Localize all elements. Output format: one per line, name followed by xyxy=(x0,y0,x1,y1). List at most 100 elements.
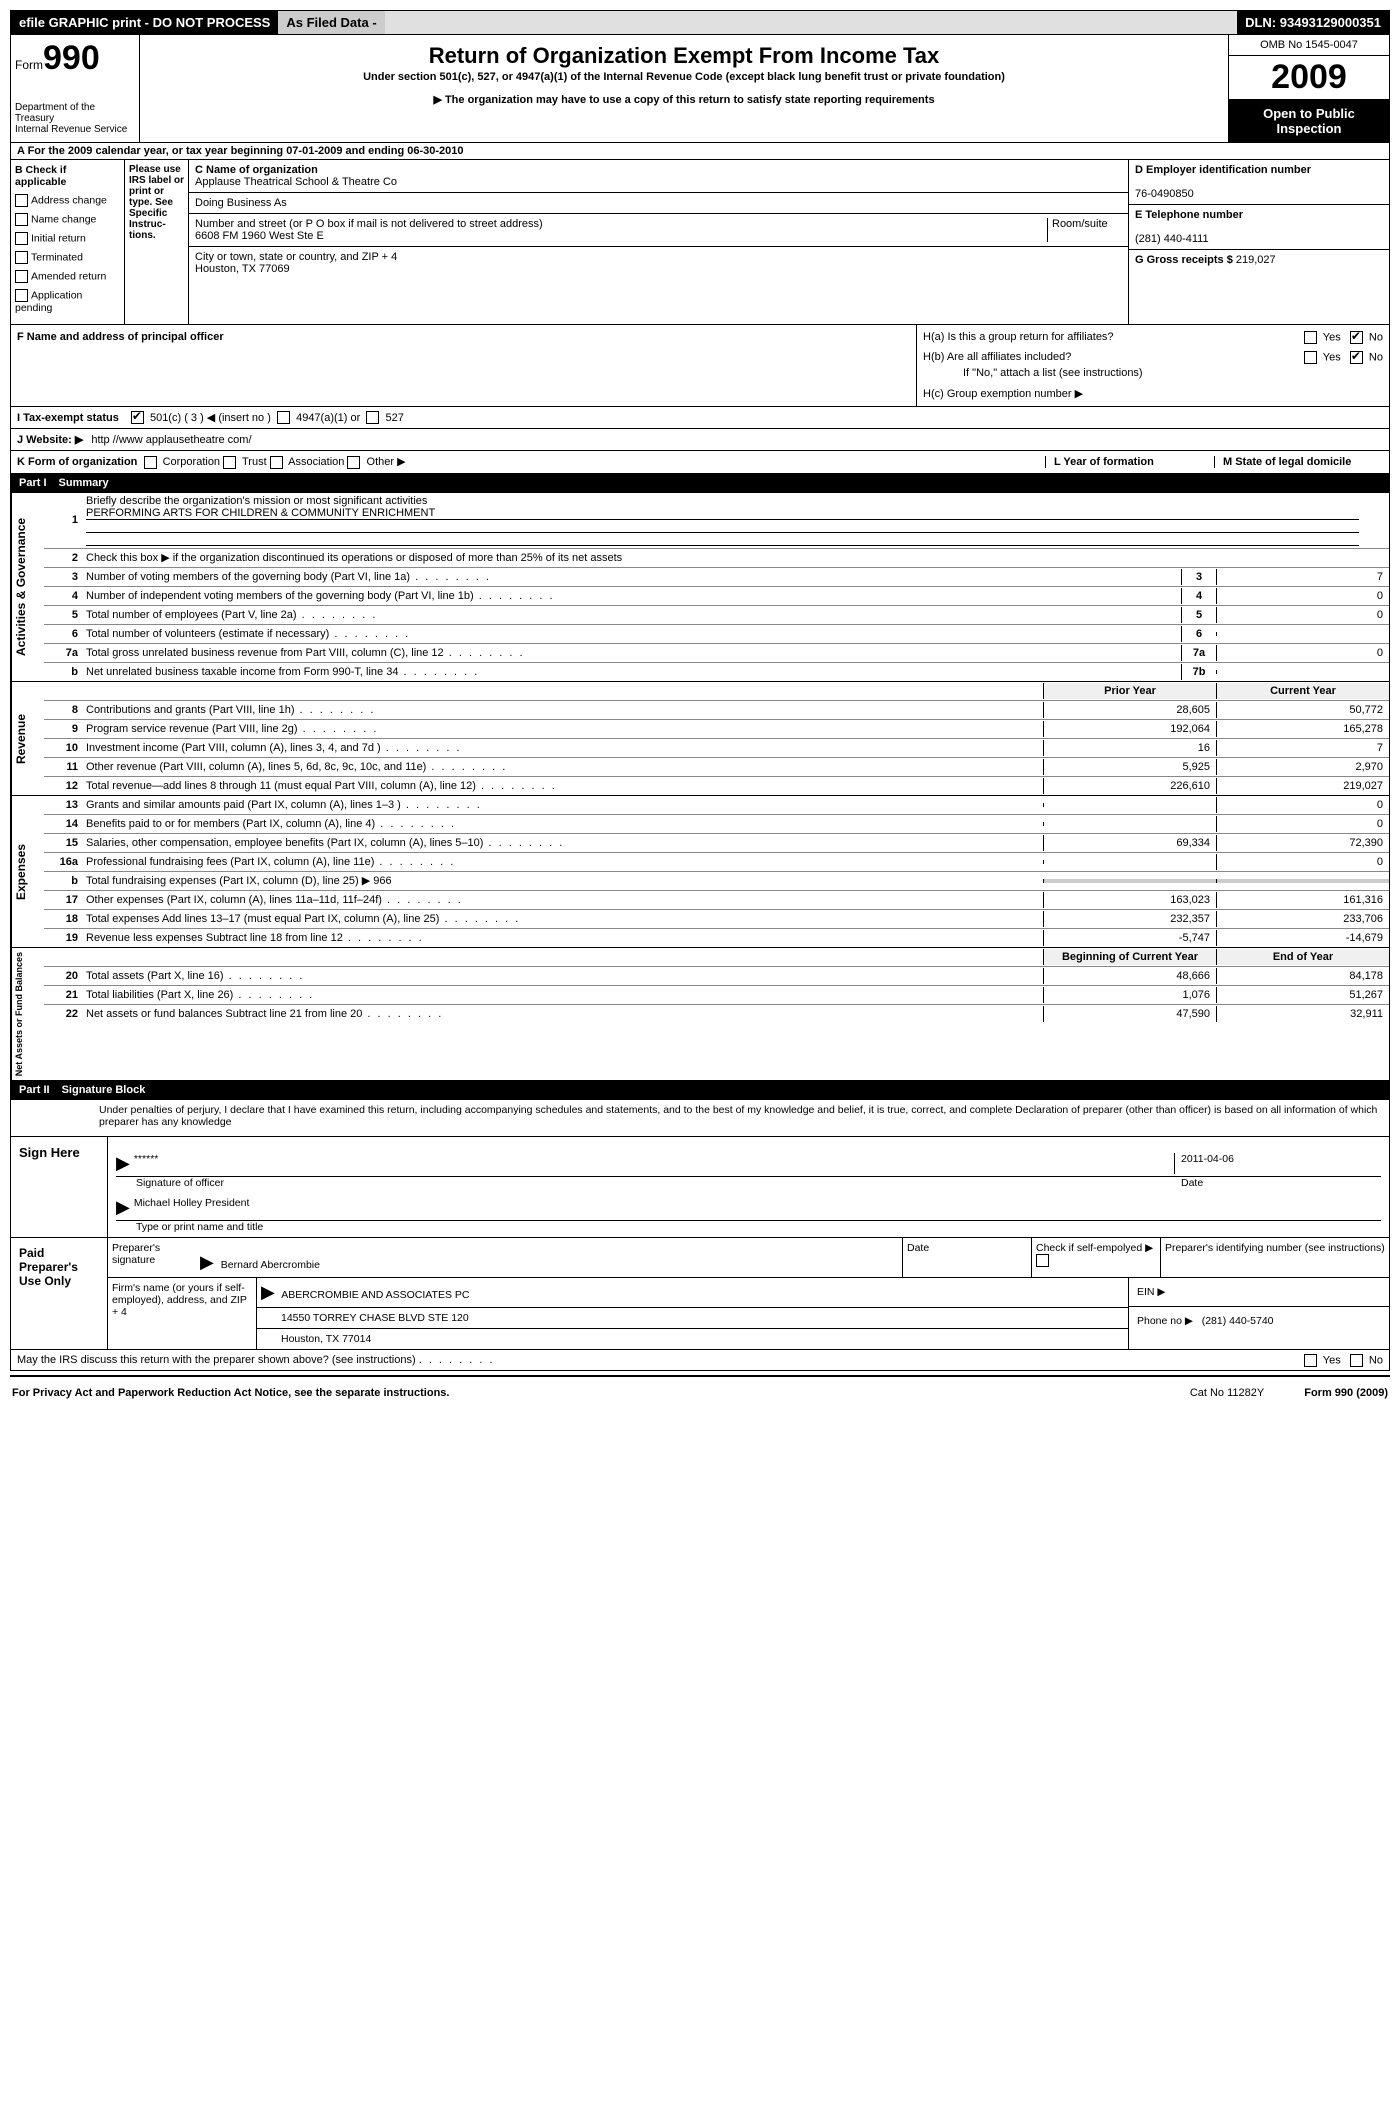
city-label: City or town, state or country, and ZIP … xyxy=(195,251,397,263)
hb-label: H(b) Are all affiliates included? xyxy=(923,351,1071,363)
check-terminated[interactable]: Terminated xyxy=(15,251,120,264)
expense-row: bTotal fundraising expenses (Part IX, co… xyxy=(44,871,1389,890)
i-label: I Tax-exempt status xyxy=(17,412,119,424)
c-label: C Name of organization xyxy=(195,164,318,176)
exp-vlabel: Expenses xyxy=(11,796,44,947)
check-name[interactable]: Name change xyxy=(15,213,120,226)
e-label: E Telephone number xyxy=(1135,209,1243,221)
net-vlabel: Net Assets or Fund Balances xyxy=(11,948,44,1080)
expense-row: 14Benefits paid to or for members (Part … xyxy=(44,814,1389,833)
dba-label: Doing Business As xyxy=(195,197,287,209)
form-number: 990 xyxy=(43,39,100,77)
form-title: Return of Organization Exempt From Incom… xyxy=(146,43,1222,69)
part2-header: Part II Signature Block xyxy=(10,1081,1390,1100)
netassets-section: Net Assets or Fund Balances Beginning of… xyxy=(10,948,1390,1081)
addr-label: Number and street (or P O box if mail is… xyxy=(195,218,543,230)
form-id-col: Form990 Department of the Treasury Inter… xyxy=(11,35,140,142)
expenses-section: Expenses 13Grants and similar amounts pa… xyxy=(10,796,1390,948)
revenue-row: 9Program service revenue (Part VIII, lin… xyxy=(44,719,1389,738)
paid-preparer-label: Paid Preparer's Use Only xyxy=(11,1238,108,1349)
please-label: Please use IRS label or print or type. S… xyxy=(125,160,189,324)
g-label: G Gross receipts $ xyxy=(1135,254,1233,266)
ha-label: H(a) Is this a group return for affiliat… xyxy=(923,331,1114,343)
k-label: K Form of organization xyxy=(17,456,137,468)
revenue-row: 11Other revenue (Part VIII, column (A), … xyxy=(44,757,1389,776)
signature-redacted: ****** xyxy=(134,1153,1174,1174)
org-address: 6608 FM 1960 West Ste E xyxy=(195,230,324,242)
revenue-section: Revenue Prior YearCurrent Year 8Contribu… xyxy=(10,682,1390,796)
expense-row: 16aProfessional fundraising fees (Part I… xyxy=(44,852,1389,871)
firm-address: 14550 TORREY CHASE BLVD STE 120 xyxy=(257,1308,1128,1329)
room-label: Room/suite xyxy=(1047,218,1122,242)
check-column: B Check if applicable Address change Nam… xyxy=(11,160,125,324)
firm-city: Houston, TX 77014 xyxy=(257,1329,1128,1349)
check-amended[interactable]: Amended return xyxy=(15,270,120,283)
org-name: Applause Theatrical School & Theatre Co xyxy=(195,176,397,188)
check-527[interactable] xyxy=(366,411,379,424)
dept-label: Department of the Treasury Internal Reve… xyxy=(15,102,135,135)
cat-no: Cat No 11282Y xyxy=(1190,1387,1264,1399)
section-b: B Check if applicable Address change Nam… xyxy=(10,160,1390,325)
efile-label: efile GRAPHIC print - DO NOT PROCESS xyxy=(11,11,278,34)
top-bar: efile GRAPHIC print - DO NOT PROCESS As … xyxy=(10,10,1390,34)
expense-row: 19Revenue less expenses Subtract line 18… xyxy=(44,928,1389,947)
check-address[interactable]: Address change xyxy=(15,194,120,207)
form-ref: Form 990 (2009) xyxy=(1304,1387,1388,1399)
expense-row: 18Total expenses Add lines 13–17 (must e… xyxy=(44,909,1389,928)
h-section: H(a) Is this a group return for affiliat… xyxy=(917,325,1389,406)
l-label: L Year of formation xyxy=(1054,456,1154,468)
netassets-row: 22Net assets or fund balances Subtract l… xyxy=(44,1004,1389,1023)
revenue-row: 8Contributions and grants (Part VIII, li… xyxy=(44,700,1389,719)
omb-number: OMB No 1545-0047 xyxy=(1229,35,1389,56)
subtitle-2: ▶ The organization may have to use a cop… xyxy=(146,93,1222,106)
part1-header: Part I Summary xyxy=(10,474,1390,493)
expense-row: 17Other expenses (Part IX, column (A), l… xyxy=(44,890,1389,909)
netassets-row: 21Total liabilities (Part X, line 26)1,0… xyxy=(44,985,1389,1004)
firm-name: ABERCROMBIE AND ASSOCIATES PC xyxy=(281,1289,469,1301)
revenue-row: 10Investment income (Part VIII, column (… xyxy=(44,738,1389,757)
phone-value: (281) 440-4111 xyxy=(1135,233,1209,245)
org-column: C Name of organization Applause Theatric… xyxy=(189,160,1129,324)
j-label: J Website: ▶ xyxy=(17,433,83,446)
sign-date: 2011-04-06 xyxy=(1174,1153,1381,1174)
governance-section: Activities & Governance 1 Briefly descri… xyxy=(10,493,1390,682)
check-initial[interactable]: Initial return xyxy=(15,232,120,245)
row-j: J Website: ▶ http //www applausetheatre … xyxy=(10,429,1390,451)
gross-receipts: 219,027 xyxy=(1236,254,1276,266)
header-frame: Form990 Department of the Treasury Inter… xyxy=(10,34,1390,143)
row-i: I Tax-exempt status 501(c) ( 3 ) ◀ (inse… xyxy=(10,407,1390,429)
subtitle-1: Under section 501(c), 527, or 4947(a)(1)… xyxy=(146,71,1222,83)
netassets-row: 20Total assets (Part X, line 16)48,66684… xyxy=(44,966,1389,985)
id-column: D Employer identification number 76-0490… xyxy=(1129,160,1389,324)
asfiled-label: As Filed Data - xyxy=(278,11,384,34)
revenue-row: 12Total revenue—add lines 8 through 11 (… xyxy=(44,776,1389,795)
check-pending[interactable]: Application pending xyxy=(15,289,120,314)
officer-name: Michael Holley President xyxy=(134,1197,250,1218)
sign-here-label: Sign Here xyxy=(11,1137,108,1237)
gov-vlabel: Activities & Governance xyxy=(11,493,44,681)
form-label: Form xyxy=(15,58,43,72)
row-f: F Name and address of principal officer … xyxy=(10,325,1390,407)
hc-label: H(c) Group exemption number ▶ xyxy=(923,387,1383,400)
org-city: Houston, TX 77069 xyxy=(195,263,290,275)
m-label: M State of legal domicile xyxy=(1223,456,1351,468)
inspection-label: Open to Public Inspection xyxy=(1229,100,1389,142)
expense-row: 13Grants and similar amounts paid (Part … xyxy=(44,796,1389,814)
f-label: F Name and address of principal officer xyxy=(11,325,917,406)
ein-value: 76-0490850 xyxy=(1135,188,1194,200)
check-501c[interactable] xyxy=(131,411,144,424)
preparer-name: Bernard Abercrombie xyxy=(221,1259,320,1271)
preparer-phone: (281) 440-5740 xyxy=(1202,1315,1274,1327)
tax-year: 2009 xyxy=(1229,56,1389,100)
dln: DLN: 93493129000351 xyxy=(1237,11,1389,34)
row-a: A For the 2009 calendar year, or tax yea… xyxy=(10,143,1390,160)
hb-note: If "No," attach a list (see instructions… xyxy=(923,367,1383,379)
check-4947[interactable] xyxy=(277,411,290,424)
rev-vlabel: Revenue xyxy=(11,682,44,795)
d-label: D Employer identification number xyxy=(1135,164,1311,176)
privacy-notice: For Privacy Act and Paperwork Reduction … xyxy=(12,1387,449,1399)
row-k: K Form of organization Corporation Trust… xyxy=(10,451,1390,474)
check-b-title: B Check if applicable xyxy=(15,164,66,188)
expense-row: 15Salaries, other compensation, employee… xyxy=(44,833,1389,852)
title-col: Return of Organization Exempt From Incom… xyxy=(140,35,1229,142)
